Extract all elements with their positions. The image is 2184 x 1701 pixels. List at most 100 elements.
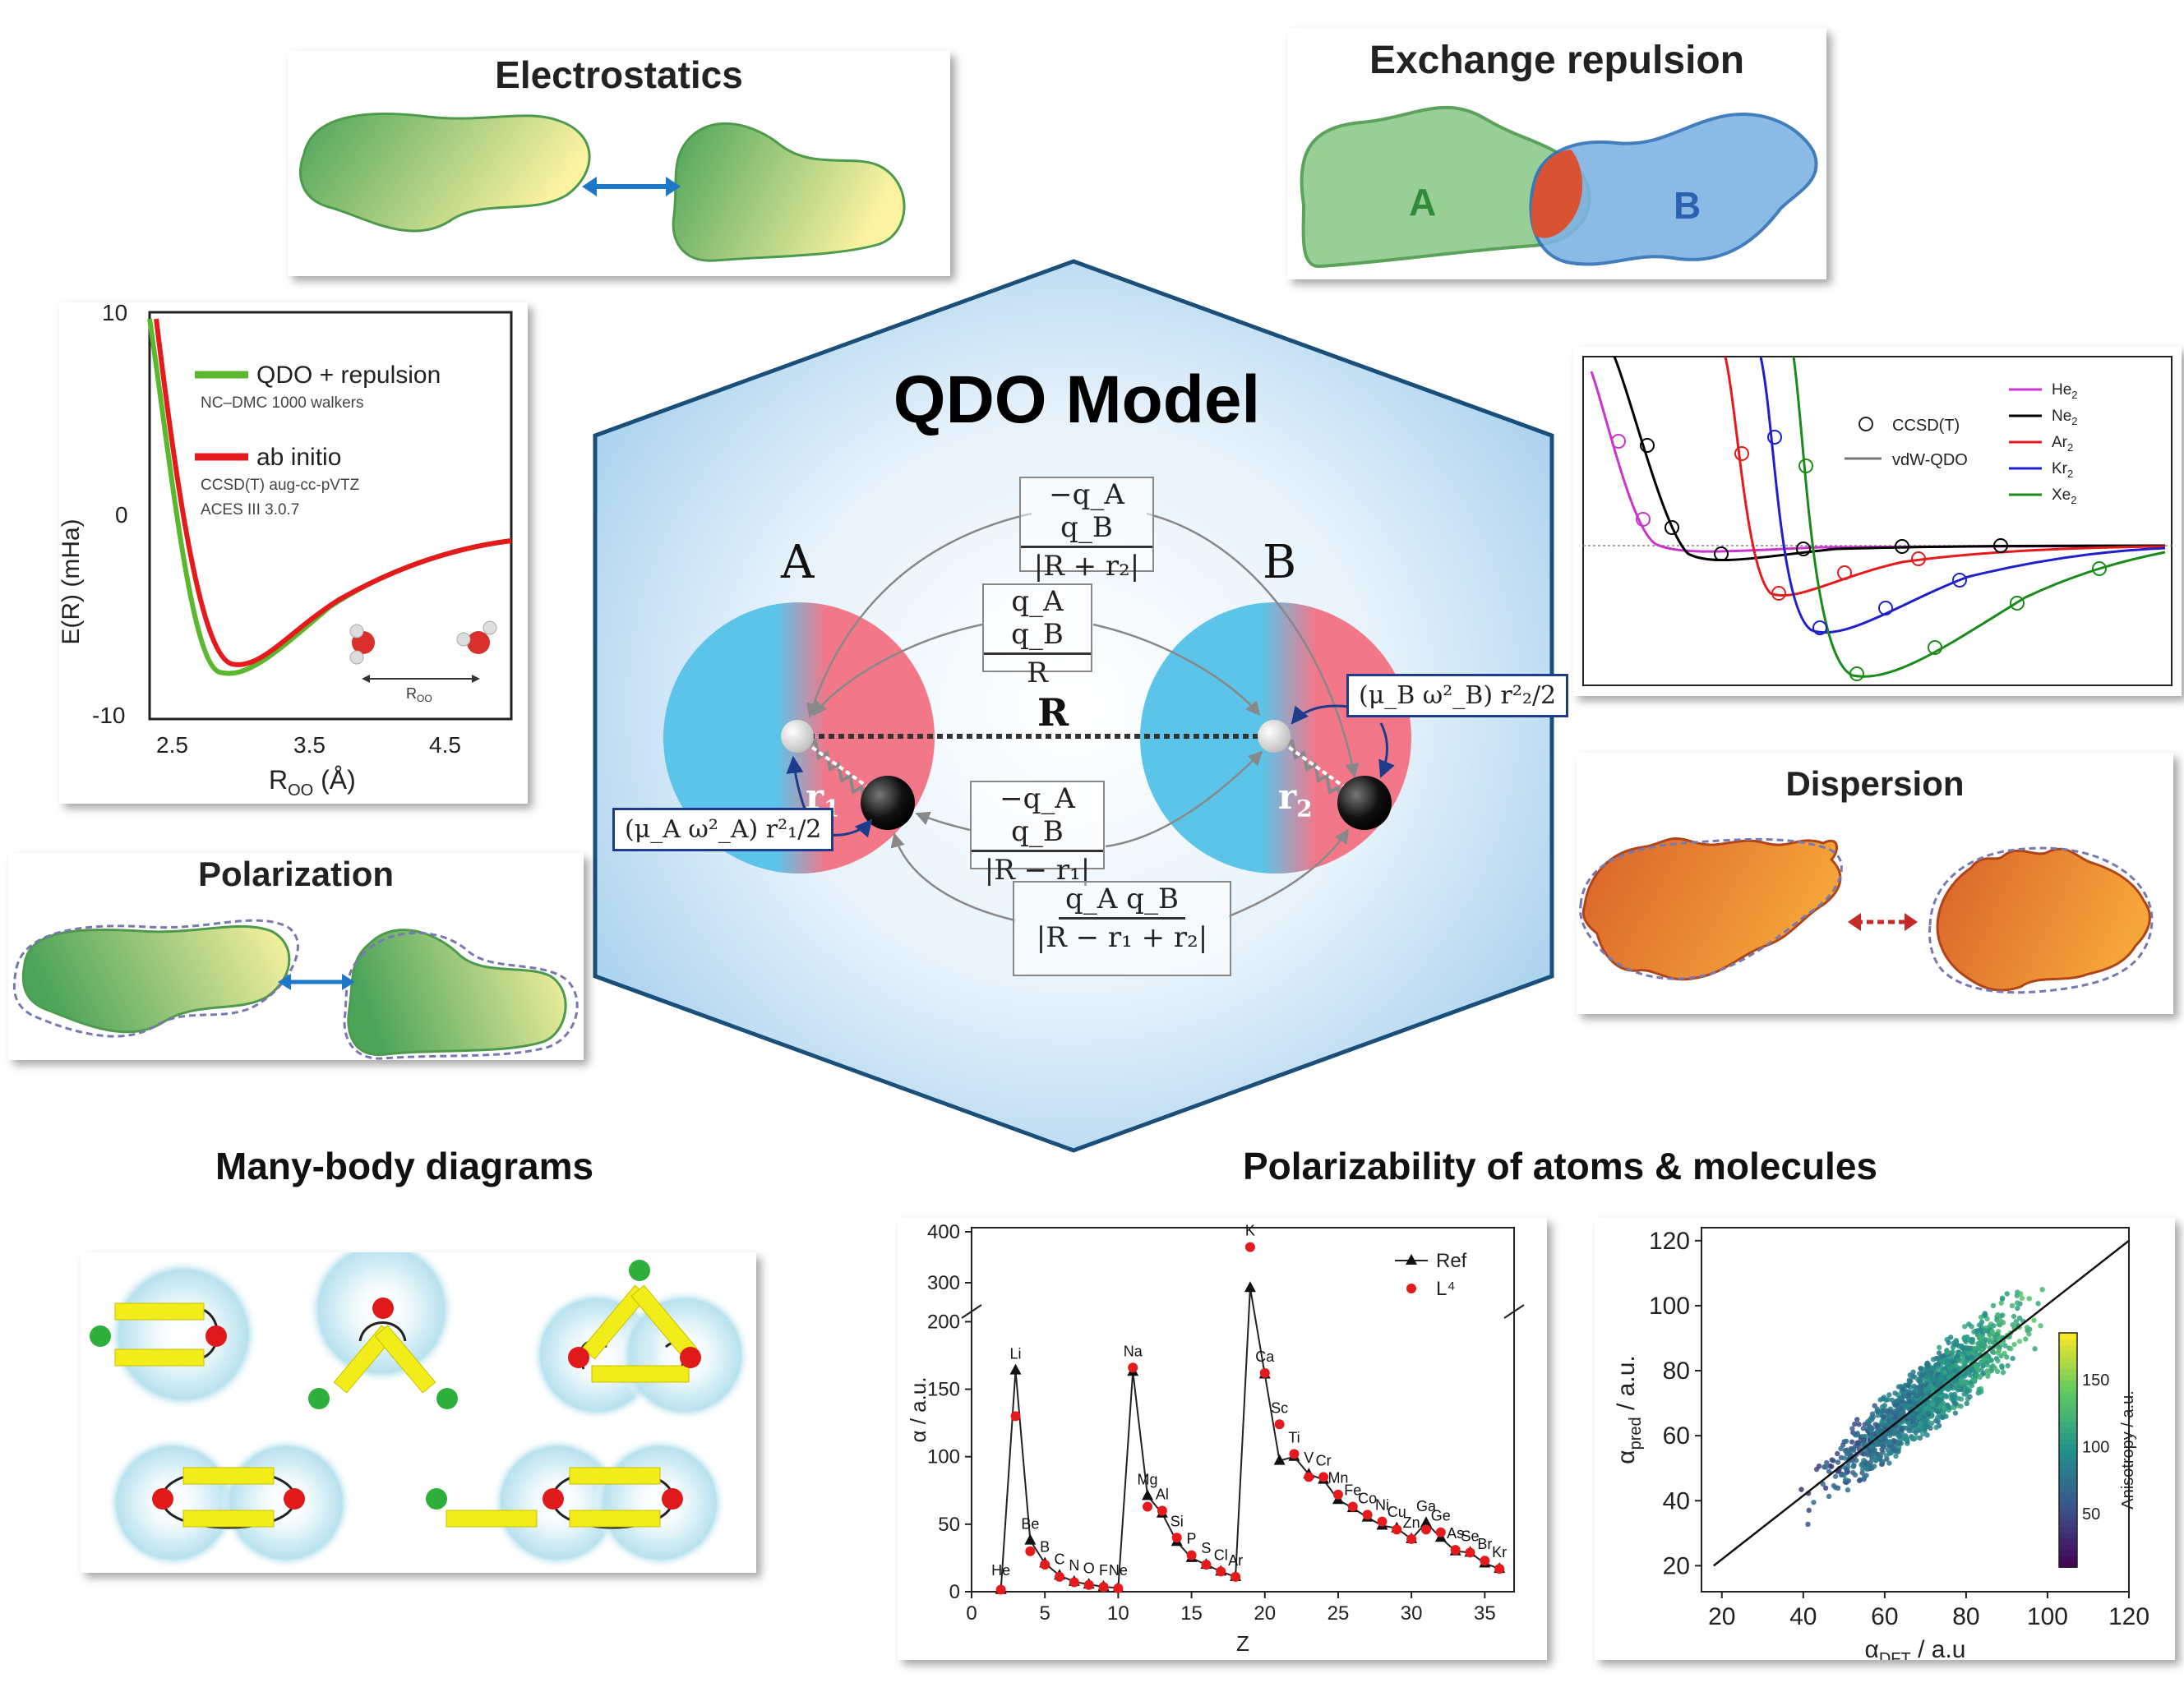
mol-point: [2004, 1291, 2010, 1297]
diagram1-bar-bottom: [114, 1348, 205, 1367]
mol-point: [1978, 1314, 1984, 1321]
mol-point: [1976, 1322, 1983, 1328]
atom-pred-marker: [1465, 1547, 1475, 1558]
mol-point: [1964, 1400, 1969, 1407]
mol-point: [1883, 1422, 1889, 1428]
atom-ref-marker: [1273, 1454, 1286, 1465]
mol-point: [1935, 1361, 1942, 1367]
mol-point: [1952, 1410, 1959, 1416]
atom-ref-marker: [1244, 1281, 1256, 1293]
mol-point: [1824, 1459, 1830, 1466]
mol-point: [1910, 1369, 1916, 1375]
mol-point: [1913, 1393, 1919, 1399]
water-xtick-35: 3.5: [293, 732, 326, 758]
atom-legend-ref: Ref: [1436, 1250, 1467, 1272]
mol-colorbar-segment: [2059, 1502, 2077, 1510]
mol-ylabel-main: α: [1613, 1450, 1640, 1464]
mol-colorbar-segment: [2059, 1496, 2077, 1504]
mol-point: [1953, 1377, 1960, 1383]
dimer-curve-xe: [1792, 356, 2166, 678]
mol-point: [1933, 1408, 1940, 1414]
arrow-low-r: [1105, 750, 1263, 848]
atom-pred-marker: [1420, 1524, 1431, 1535]
mol-colorbar-segment: [2059, 1408, 2077, 1416]
atom-pred-marker: [1332, 1489, 1343, 1500]
mol-point: [1995, 1311, 2001, 1318]
mol-colorbar-segment: [2059, 1537, 2077, 1545]
mol-colorbar-segment: [2059, 1414, 2077, 1422]
mol-point: [1863, 1464, 1868, 1471]
mol-colorbar-segment: [2059, 1450, 2077, 1457]
atom-element-label: C: [1055, 1551, 1065, 1567]
atom-element-label: Ga: [1416, 1498, 1437, 1514]
mol-point: [1905, 1382, 1911, 1389]
atom-pred-marker: [1231, 1571, 1241, 1582]
mol-point: [1969, 1366, 1974, 1372]
mol-point: [1852, 1421, 1858, 1427]
mol-point: [1918, 1366, 1923, 1371]
mol-point: [1949, 1349, 1955, 1355]
atom-ref-marker: [1009, 1363, 1022, 1375]
dimer-legend-he-sub: 2: [2071, 389, 2077, 401]
mol-point: [1999, 1296, 2006, 1302]
mol-colorbar-tick: 100: [2082, 1438, 2109, 1456]
mol-point: [1851, 1447, 1857, 1454]
polarization-title: Polarization: [197, 855, 395, 893]
mol-point: [2023, 1336, 2029, 1342]
mol-colorbar-segment: [2059, 1526, 2077, 1533]
water-roo-label: ROO: [406, 685, 432, 704]
spring-energy-b: (μ_B ω²_B) r²₂/2: [1346, 674, 1569, 717]
atom-element-label: V: [1304, 1450, 1314, 1466]
mol-colorbar-segment: [2059, 1455, 2077, 1463]
mol-point: [1886, 1392, 1892, 1398]
mol-point: [1822, 1464, 1829, 1470]
electrostatics-shapes: [298, 112, 906, 262]
diagram3-green-dot: [629, 1260, 650, 1281]
atom-pred-marker: [1098, 1582, 1109, 1593]
mol-point: [1929, 1385, 1936, 1391]
dimer-marker-xe-3: [1928, 640, 1942, 655]
exchange-panel: Exchange repulsion A B: [1287, 28, 1826, 279]
mol-point: [1841, 1473, 1847, 1478]
mol-point: [1867, 1418, 1872, 1424]
mol-point: [1843, 1438, 1849, 1445]
mol-point: [1971, 1377, 1978, 1384]
mol-point: [1941, 1404, 1946, 1410]
dispersion-blob-b: [1936, 847, 2151, 992]
mol-point: [1965, 1389, 1970, 1394]
dimer-legend-ne-sub: 2: [2071, 415, 2077, 427]
diagram4-bar-top: [182, 1467, 275, 1485]
atom-pred-marker: [1113, 1583, 1124, 1593]
spring-arrow-b-2: [1378, 722, 1395, 778]
atom-ytick-label: 400: [927, 1221, 960, 1243]
atom-element-label: B: [1040, 1539, 1050, 1556]
mol-colorbar-segment: [2059, 1491, 2077, 1498]
mol-point: [2000, 1369, 2006, 1376]
spring-arrow-b-1: [1291, 704, 1349, 725]
arrow-mid-l: [812, 623, 983, 717]
mol-xtick-label: 20: [1708, 1603, 1735, 1630]
mol-point: [1919, 1391, 1925, 1398]
water-plot-panel: 10 0 -10 2.5 3.5 4.5 E(R) (mHa) ROO (Å) …: [59, 302, 528, 804]
mol-point: [1895, 1384, 1902, 1390]
mol-point: [2004, 1354, 2010, 1360]
diagram5-halo-r: [594, 1437, 726, 1569]
mol-point: [1852, 1472, 1858, 1478]
mol-point: [1850, 1464, 1857, 1469]
mol-point: [1869, 1411, 1876, 1417]
mol-point: [1984, 1362, 1990, 1368]
atom-pred-marker: [1128, 1362, 1138, 1373]
atom-element-label: N: [1069, 1557, 1079, 1574]
water-curve-abinitio: [154, 318, 512, 667]
atom-pred-marker: [1392, 1524, 1402, 1535]
mol-colorbar-tick: 150: [2082, 1371, 2109, 1390]
mol-point: [1978, 1342, 1983, 1348]
mol-point: [1905, 1392, 1912, 1398]
dimer-marker-xe-4: [2010, 596, 2025, 611]
mol-point: [1933, 1424, 1939, 1431]
dispersion-panel: Dispersion: [1577, 753, 2173, 1014]
dimer-marker-ar-2: [1771, 586, 1786, 601]
polarization-shapes: [12, 919, 579, 1060]
dimer-legend-xe: Xe2: [2052, 486, 2076, 506]
